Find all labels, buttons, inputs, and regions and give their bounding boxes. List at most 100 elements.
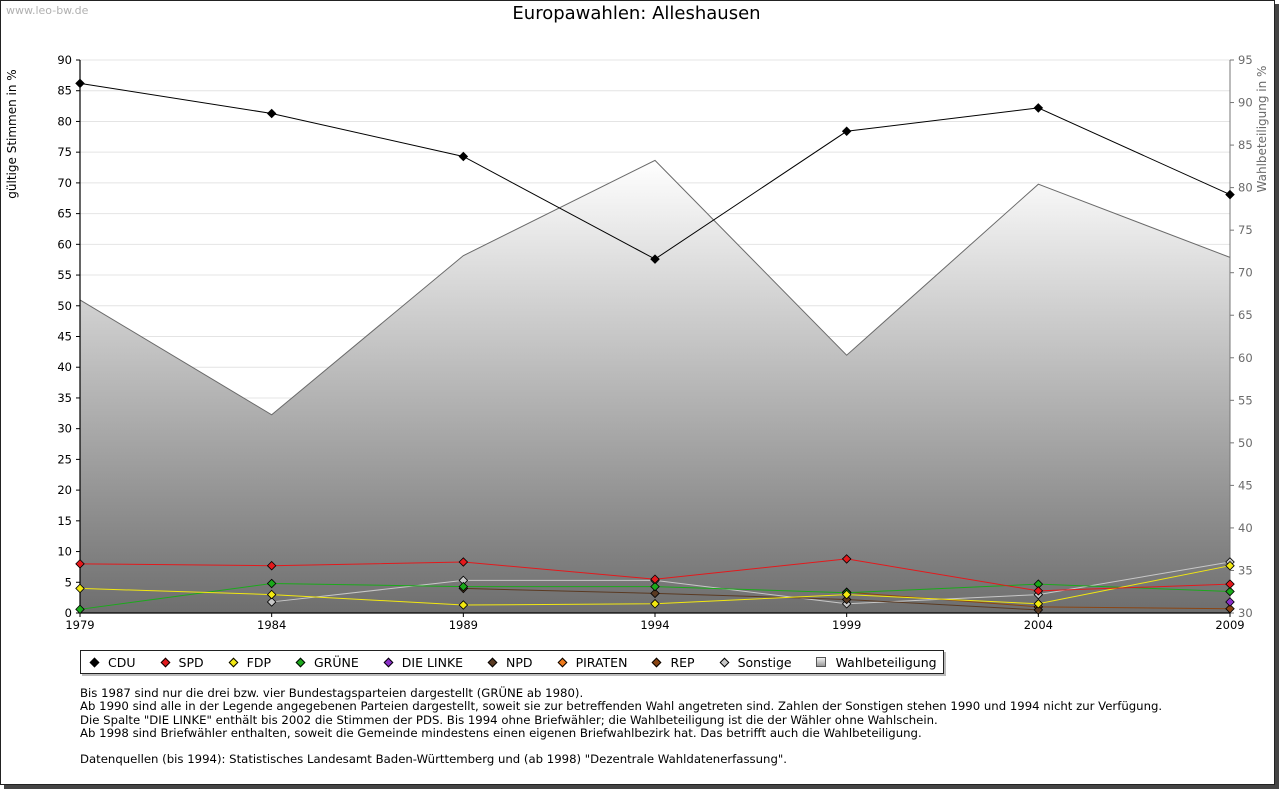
data-point-cdu <box>841 126 852 137</box>
legend-diamond-icon <box>557 657 568 667</box>
footnote-line: Die Spalte "DIE LINKE" enthält bis 2002 … <box>80 712 938 727</box>
legend-item: GRÜNE <box>291 655 359 670</box>
turnout-area <box>80 160 1230 614</box>
legend-diamond-icon <box>160 657 170 667</box>
y-right-tick-label: 40 <box>1238 521 1253 535</box>
y-right-tick-label: 45 <box>1238 478 1253 492</box>
legend-diamond-icon <box>651 657 662 667</box>
legend-label: PIRATEN <box>575 654 628 670</box>
data-point-sonstige <box>266 597 277 607</box>
y-right-tick-label: 85 <box>1238 138 1253 152</box>
footnote-line: Ab 1990 sind alle in der Legende angegeb… <box>80 699 1163 714</box>
legend: CDU SPD FDP GRÜNE DIE LINKE NPD PIRATEN REP Sons… <box>80 650 944 674</box>
series-line-npd <box>463 587 1039 611</box>
turnout-line <box>79 159 1231 416</box>
x-tick-label: 1989 <box>449 618 478 632</box>
y-right-tick-label: 80 <box>1238 181 1253 195</box>
data-point-npd <box>1033 605 1044 615</box>
legend-diamond-icon <box>295 657 306 667</box>
y-right-tick-label: 60 <box>1238 351 1253 365</box>
legend-label: GRÜNE <box>313 654 359 670</box>
y-tick-label: 75 <box>57 145 72 159</box>
legend-label: CDU <box>108 654 136 670</box>
data-point-cdu <box>650 254 660 264</box>
footnote-line: Bis 1987 sind nur die drei bzw. vier Bun… <box>80 686 584 700</box>
legend-label: DIE LINKE <box>401 654 464 670</box>
data-point-grüne <box>1225 586 1235 597</box>
y-tick-label: 50 <box>57 299 72 313</box>
x-tick-label: 2004 <box>1024 618 1053 632</box>
data-point-spd <box>1225 579 1235 589</box>
legend-item: PIRATEN <box>553 654 628 670</box>
y-tick-label: 45 <box>57 330 72 344</box>
legend-label: FDP <box>246 654 271 670</box>
x-tick-label: 1984 <box>257 618 286 632</box>
y-right-tick-label: 30 <box>1238 606 1253 620</box>
data-point-fdp <box>650 599 660 609</box>
y-tick-label: 5 <box>65 575 72 589</box>
data-point-fdp <box>75 583 85 594</box>
y-tick-label: 90 <box>57 53 72 67</box>
y-tick-label: 85 <box>57 84 72 98</box>
data-point-rep <box>1225 603 1235 614</box>
data-point-spd <box>266 560 277 571</box>
y-tick-label: 80 <box>57 114 72 128</box>
data-point-grüne <box>75 604 85 615</box>
y-right-tick-label: 65 <box>1238 308 1253 322</box>
legend-item: DIE LINKE <box>379 655 463 670</box>
chart-title: Europawahlen: Alleshausen <box>512 3 761 24</box>
x-tick-label: 2009 <box>1215 618 1244 632</box>
footnote-line: Datenquellen (bis 1994): Statistisches L… <box>80 752 787 767</box>
series-line-sonstige <box>271 561 1231 605</box>
legend-diamond-icon <box>89 657 100 667</box>
x-tick-label: 1994 <box>640 618 669 632</box>
watermark: www.leo-bw.de <box>6 4 89 17</box>
legend-label: SPD <box>178 654 204 670</box>
x-tick-label: 1979 <box>65 618 94 632</box>
x-tick-label: 1999 <box>832 618 861 632</box>
legend-item: NPD <box>483 655 533 670</box>
data-point-spd <box>458 557 469 567</box>
y-tick-label: 30 <box>57 422 72 436</box>
legend-label: REP <box>670 654 695 670</box>
data-point-spd <box>650 574 660 584</box>
y-tick-label: 20 <box>57 483 72 497</box>
y-tick-label: 25 <box>57 452 72 466</box>
y-right-tick-label: 35 <box>1238 563 1253 577</box>
footnotes: Bis 1987 sind nur die drei bzw. vier Bun… <box>80 686 1163 767</box>
legend-label: Wahlbeteiligung <box>835 654 937 670</box>
y-tick-label: 15 <box>57 514 72 528</box>
y-right-tick-label: 50 <box>1238 436 1253 450</box>
data-point-fdp <box>458 600 469 610</box>
data-point-cdu <box>266 108 277 119</box>
legend-label: Sonstige <box>737 654 792 670</box>
legend-item: REP <box>647 654 695 670</box>
legend-diamond-icon <box>719 657 730 667</box>
y-tick-label: 10 <box>57 545 72 559</box>
legend-label: NPD <box>506 654 533 670</box>
data-point-spd <box>75 559 85 569</box>
y-right-tick-label: 95 <box>1238 53 1253 67</box>
y-tick-label: 0 <box>65 606 72 620</box>
y-tick-label: 55 <box>57 268 72 282</box>
data-point-cdu <box>458 151 469 162</box>
footnote-line: Ab 1998 sind Briefwähler enthalten, sowe… <box>80 725 922 740</box>
data-point-grüne <box>650 581 660 592</box>
y-tick-label: 60 <box>57 237 72 251</box>
legend-square-icon <box>815 657 826 667</box>
data-point-npd <box>650 588 660 599</box>
legend-diamond-icon <box>487 657 498 667</box>
data-point-die-linke <box>1225 597 1235 607</box>
y-right-tick-label: 70 <box>1238 266 1253 280</box>
data-point-npd <box>841 594 852 605</box>
data-point-spd <box>841 554 852 564</box>
data-point-spd <box>1033 586 1044 596</box>
legend-diamond-icon <box>383 657 394 667</box>
legend-item: SPD <box>156 655 204 670</box>
y-tick-label: 65 <box>57 207 72 221</box>
data-point-cdu <box>75 78 85 89</box>
y-right-tick-label: 55 <box>1238 393 1253 407</box>
legend-item: FDP <box>224 655 271 670</box>
legend-item: Wahlbeteiligung <box>812 655 937 670</box>
